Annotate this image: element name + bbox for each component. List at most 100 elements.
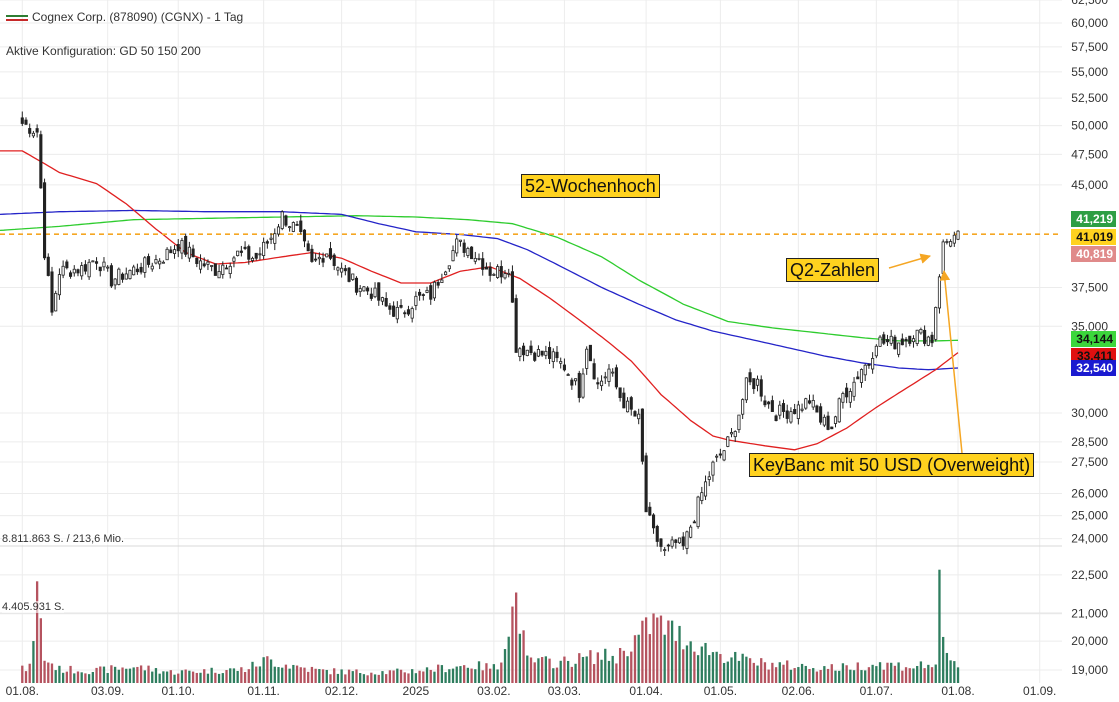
volume-bar — [682, 649, 685, 683]
candle-body — [421, 294, 425, 296]
candle-body — [919, 329, 923, 334]
volume-bar — [65, 671, 68, 683]
candle-body — [432, 281, 437, 299]
volume-bar — [526, 655, 529, 683]
candle-body — [195, 257, 199, 264]
volume-bar — [700, 646, 703, 683]
volume-bar — [433, 671, 436, 683]
candle-body — [655, 525, 659, 542]
candle-body — [24, 119, 28, 125]
volume-bar — [455, 666, 458, 683]
x-tick-label: 03.02. — [477, 684, 510, 698]
candle-body — [529, 345, 533, 353]
y-tick-label: 50,000 — [1071, 119, 1108, 133]
candle-body — [674, 539, 678, 543]
volume-bar — [741, 653, 744, 683]
volume-bar — [381, 671, 384, 683]
candle-body — [94, 261, 99, 264]
candle-body — [291, 222, 295, 232]
candle-body — [510, 271, 514, 303]
volume-bar — [147, 665, 150, 683]
candle-body — [514, 298, 518, 353]
candle-body — [752, 378, 756, 390]
volume-bar — [165, 671, 169, 683]
volume-bar — [693, 651, 696, 683]
candle-body — [395, 306, 399, 320]
instrument-title[interactable]: Cognex Corp. (878090) (CGNX) - 1 Tag — [6, 10, 243, 24]
volume-bar — [258, 666, 262, 683]
candle-body — [224, 267, 229, 270]
candle-body — [262, 241, 266, 256]
annotation-q2-results[interactable]: Q2-Zahlen — [786, 258, 880, 282]
volume-bar — [80, 672, 83, 683]
volume-bar — [214, 672, 217, 683]
y-tick-label: 35,000 — [1071, 319, 1108, 333]
volume-bar — [633, 635, 637, 683]
candle-body — [778, 404, 782, 416]
volume-bar — [704, 642, 707, 683]
volume-bar — [934, 664, 937, 683]
candle-body — [503, 273, 507, 279]
candle-body — [600, 380, 604, 387]
volume-bar — [559, 660, 562, 683]
volume-bar — [808, 668, 811, 683]
volume-bar — [722, 662, 726, 683]
volume-bar — [284, 664, 288, 683]
volume-bar — [474, 669, 477, 683]
instrument-label: Cognex Corp. (878090) (CGNX) - 1 Tag — [32, 10, 244, 24]
volume-bar — [340, 669, 343, 683]
candle-body — [681, 536, 685, 547]
volume-bar — [719, 654, 722, 683]
candle-body — [882, 334, 886, 344]
volume-bar — [463, 665, 466, 683]
volume-bar — [151, 671, 154, 683]
candle-body — [815, 405, 819, 413]
volume-bar — [659, 615, 663, 683]
candle-body — [848, 391, 852, 403]
candle-body — [492, 273, 496, 276]
candle-body — [559, 361, 563, 364]
volume-bar — [730, 657, 733, 683]
candle-body — [184, 235, 188, 255]
y-tick-label: 25,000 — [1071, 509, 1108, 523]
volume-bar — [325, 669, 328, 683]
candle-body — [900, 338, 904, 346]
candle-body — [302, 229, 307, 242]
volume-bar — [440, 665, 444, 683]
volume-bar — [574, 663, 577, 683]
volume-bar — [544, 656, 548, 683]
volume-bar — [630, 651, 633, 683]
candle-body — [644, 455, 648, 513]
volume-bar — [243, 671, 247, 683]
volume-bar — [644, 617, 648, 683]
volume-bar — [685, 645, 689, 683]
volume-bar — [177, 673, 180, 683]
candle-body — [306, 243, 310, 252]
x-tick-label: 01.07. — [860, 684, 893, 698]
active-config[interactable]: Aktive Konfiguration: GD 50 150 200 — [6, 44, 201, 58]
candle-body — [915, 329, 919, 344]
volume-bar — [555, 667, 559, 683]
candle-body — [911, 338, 916, 343]
volume-bar — [748, 658, 752, 683]
volume-bar — [674, 640, 677, 683]
volume-bar — [596, 652, 599, 683]
volume-bar — [953, 661, 956, 683]
candle-body — [388, 305, 392, 310]
candle-body — [867, 363, 871, 366]
volume-bar — [366, 675, 369, 683]
candle-body — [741, 399, 745, 415]
volume-bar — [370, 672, 373, 683]
candle-body — [863, 364, 867, 376]
candle-body — [577, 372, 581, 398]
annotation-keybanc[interactable]: KeyBanc mit 50 USD (Overweight) — [749, 453, 1035, 477]
volume-bar — [91, 671, 94, 683]
candle-body — [603, 376, 607, 379]
candle-body — [659, 538, 663, 547]
volume-bar — [774, 667, 778, 683]
volume-bar — [295, 665, 299, 683]
annotation-52-week-high[interactable]: 52-Wochenhoch — [521, 174, 660, 198]
candle-body — [143, 257, 147, 273]
candle-body — [213, 263, 217, 276]
volume-bar — [61, 672, 65, 683]
